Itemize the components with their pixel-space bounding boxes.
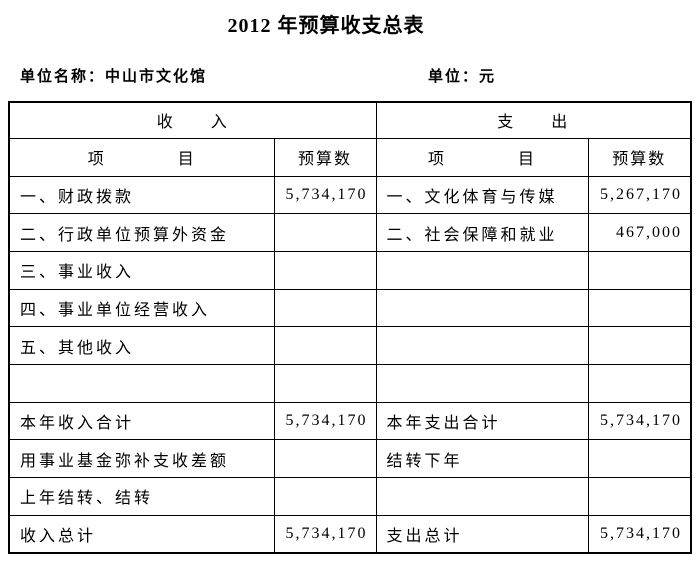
budget-table: 收 入 支 出 项 目 预算数 项 目 预算数 一、财政拨款 5,734,170… <box>8 101 693 554</box>
column-header-row: 项 目 预算数 项 目 预算数 <box>8 137 692 177</box>
unit-text: 单位：元 <box>428 69 497 85</box>
income-item-cell <box>8 363 275 403</box>
income-budget-cell: 5,734,170 <box>273 401 377 441</box>
income-budget-cell <box>273 326 377 365</box>
income-item-cell: 收入总计 <box>8 514 275 554</box>
table-row <box>8 363 692 403</box>
income-item-cell: 上年结转、结转 <box>8 477 275 516</box>
expense-budget-cell <box>587 439 692 478</box>
expense-item-cell <box>375 250 589 290</box>
expense-budget-cell <box>587 250 692 290</box>
table-row: 用事业基金弥补支收差额 结转下年 <box>8 439 692 478</box>
table-row: 本年收入合计 5,734,170 本年支出合计 5,734,170 <box>8 401 692 441</box>
expense-budget-cell <box>587 288 692 328</box>
income-item-cell: 二、行政单位预算外资金 <box>8 213 275 252</box>
expense-budget-cell <box>587 477 692 516</box>
expense-budget-cell <box>587 326 692 365</box>
expense-item-cell <box>375 363 589 403</box>
table-row: 收入总计 5,734,170 支出总计 5,734,170 <box>8 514 692 554</box>
expense-budget-cell: 5,267,170 <box>587 175 692 215</box>
expense-budget-cell: 467,000 <box>587 213 692 252</box>
expense-section-header: 支 出 <box>375 101 692 139</box>
income-item-cell: 五、其他收入 <box>8 326 275 365</box>
table-row: 一、财政拨款 5,734,170 一、文化体育与传媒 5,267,170 <box>8 175 692 215</box>
expense-item-cell: 结转下年 <box>375 439 589 478</box>
expense-item-cell: 本年支出合计 <box>375 401 589 441</box>
table-row: 五、其他收入 <box>8 326 692 365</box>
income-item-cell: 四、事业单位经营收入 <box>8 288 275 328</box>
page-title: 2012 年预算收支总表 <box>227 15 425 37</box>
income-item-cell: 用事业基金弥补支收差额 <box>8 439 275 478</box>
income-budget-cell <box>273 288 377 328</box>
expense-item-cell <box>375 326 589 365</box>
income-item-cell: 一、财政拨款 <box>8 175 275 215</box>
section-header-row: 收 入 支 出 <box>8 101 692 139</box>
income-budget-cell <box>273 477 377 516</box>
expense-budget-header: 预算数 <box>587 137 692 177</box>
income-item-cell: 三、事业收入 <box>8 250 275 290</box>
income-item-cell: 本年收入合计 <box>8 401 275 441</box>
table-row: 上年结转、结转 <box>8 477 692 516</box>
income-item-header: 项 目 <box>8 137 275 177</box>
income-budget-header: 预算数 <box>273 137 377 177</box>
income-section-header: 收 入 <box>8 101 377 139</box>
expense-item-header: 项 目 <box>375 137 589 177</box>
income-budget-cell: 5,734,170 <box>273 514 377 554</box>
expense-item-cell: 支出总计 <box>375 514 589 554</box>
income-budget-cell <box>273 213 377 252</box>
unit-name-text: 单位名称：中山市文化馆 <box>20 69 208 85</box>
expense-budget-cell <box>587 363 692 403</box>
expense-item-cell: 一、文化体育与传媒 <box>375 175 589 215</box>
expense-item-cell: 二、社会保障和就业 <box>375 213 589 252</box>
table-row: 二、行政单位预算外资金 二、社会保障和就业 467,000 <box>8 213 692 252</box>
table-row: 四、事业单位经营收入 <box>8 288 692 328</box>
income-budget-cell <box>273 363 377 403</box>
expense-item-cell <box>375 477 589 516</box>
income-budget-cell: 5,734,170 <box>273 175 377 215</box>
expense-item-cell <box>375 288 589 328</box>
income-budget-cell <box>273 439 377 478</box>
expense-budget-cell: 5,734,170 <box>587 401 692 441</box>
table-row: 三、事业收入 <box>8 250 692 290</box>
expense-budget-cell: 5,734,170 <box>587 514 692 554</box>
income-budget-cell <box>273 250 377 290</box>
